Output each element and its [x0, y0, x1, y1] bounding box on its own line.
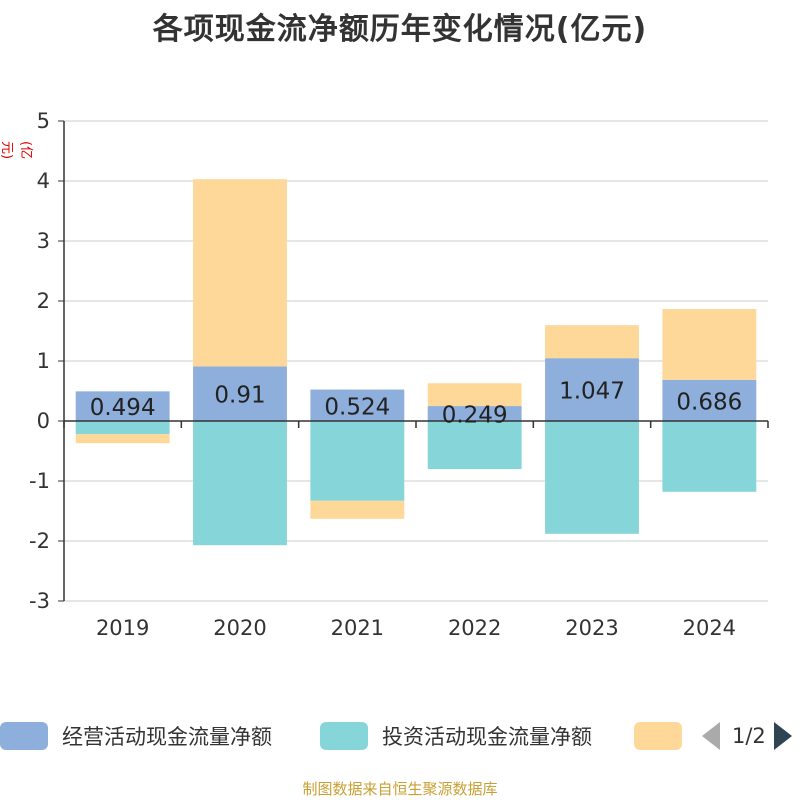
bar-2022-series-2 — [427, 383, 522, 407]
legend-label-operating: 经营活动现金流量净额 — [62, 725, 272, 749]
legend-pager: 1/2 — [700, 718, 800, 754]
y-tick-label: 5 — [37, 109, 50, 133]
legend-item-operating[interactable]: 经营活动现金流量净额 — [0, 718, 272, 754]
legend: 经营活动现金流量净额 投资活动现金流量净额 — [0, 718, 800, 754]
bar-2019-series-2 — [75, 434, 170, 444]
y-tick-label: -3 — [29, 589, 50, 613]
bar-2023-series-0 — [545, 358, 639, 421]
bar-2020-series-2 — [193, 179, 287, 367]
data-label: 0.524 — [324, 394, 390, 420]
legend-page-indicator: 1/2 — [732, 724, 766, 748]
y-tick-label: 0 — [37, 409, 50, 433]
legend-item-third[interactable] — [634, 718, 682, 754]
legend-label-investing: 投资活动现金流量净额 — [382, 725, 592, 749]
bar-2024-series-1 — [662, 421, 757, 492]
bar-2021-series-0 — [310, 389, 405, 421]
y-tick-label: 1 — [37, 349, 50, 373]
legend-swatch-investing — [320, 722, 368, 750]
bar-2021-series-2 — [310, 500, 405, 519]
bar-2022-series-1 — [427, 421, 522, 469]
legend-swatch-third — [634, 722, 682, 750]
bar-2023-series-1 — [545, 421, 639, 534]
next-page-icon[interactable] — [773, 722, 792, 750]
data-label: 0.249 — [442, 403, 508, 429]
bar-2024-series-2 — [662, 309, 757, 380]
x-tick-label: 2020 — [213, 616, 266, 640]
chart-title: 各项现金流净额历年变化情况(亿元) — [152, 12, 648, 47]
bar-2023-series-2 — [545, 325, 639, 359]
bar-2020-series-1 — [193, 421, 287, 546]
data-label: 0.686 — [676, 389, 742, 415]
y-tick-label: -1 — [29, 469, 50, 493]
y-tick-label: 2 — [37, 289, 50, 313]
bar-2020-series-0 — [193, 366, 287, 421]
data-label: 0.494 — [90, 395, 156, 421]
y-tick-label: 3 — [37, 229, 50, 253]
bar-2019-series-0 — [75, 391, 170, 421]
data-source-note: 制图数据来自恒生聚源数据库 — [302, 780, 498, 798]
bar-2021-series-1 — [310, 421, 405, 501]
x-tick-label: 2023 — [565, 616, 618, 640]
prev-page-icon[interactable] — [702, 722, 720, 750]
x-tick-label: 2021 — [331, 616, 384, 640]
bar-2024-series-0 — [662, 379, 757, 421]
legend-item-investing[interactable]: 投资活动现金流量净额 — [320, 718, 592, 754]
legend-swatch-operating — [0, 722, 48, 750]
x-tick-label: 2022 — [448, 616, 501, 640]
x-tick-label: 2019 — [96, 616, 149, 640]
y-tick-label: 4 — [37, 169, 50, 193]
x-tick-label: 2024 — [683, 616, 736, 640]
data-label: 1.047 — [559, 379, 625, 405]
y-tick-label: -2 — [29, 529, 50, 553]
bar-2022-series-0 — [427, 406, 522, 421]
bar-2019-series-1 — [75, 421, 170, 435]
data-label: 0.91 — [214, 383, 265, 409]
